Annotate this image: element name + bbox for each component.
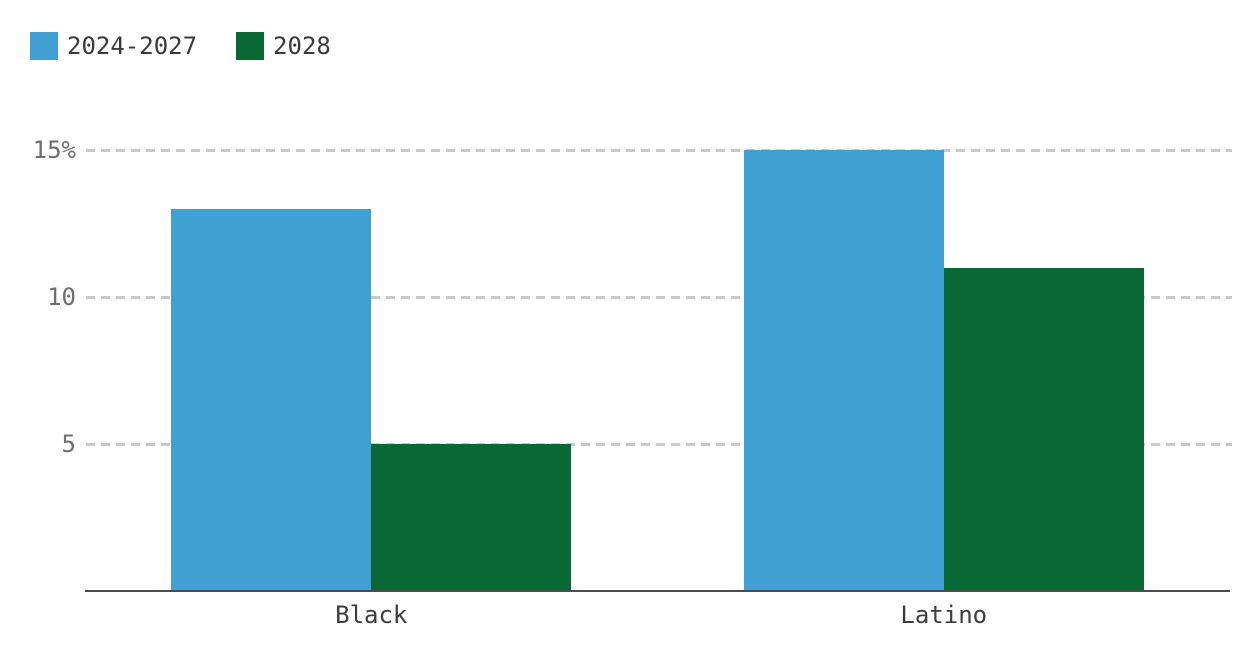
legend: 2024-2027 2028 [30,32,331,60]
legend-item-2024-2027: 2024-2027 [30,32,197,60]
bar-latino-2028 [943,267,1144,591]
bar-latino-2024-2027 [743,150,944,591]
gridline-10 [86,295,1232,299]
y-tick-label-15: 15% [32,136,76,164]
gridline-15 [86,148,1232,152]
legend-swatch-2028 [236,32,265,60]
x-axis-line [85,590,1230,592]
bar-black-2028 [371,444,572,591]
legend-label-2028: 2028 [273,32,331,60]
x-category-label-black: Black [335,601,408,629]
y-tick-label-5: 5 [61,430,76,458]
legend-label-2024-2027: 2024-2027 [67,32,198,60]
legend-swatch-2024-2027 [30,32,58,60]
bar-black-2024-2027 [171,208,372,591]
y-tick-label-10: 10 [47,283,76,311]
legend-item-2028: 2028 [236,32,331,60]
gridline-5 [86,442,1232,446]
x-category-label-latino: Latino [900,601,988,629]
